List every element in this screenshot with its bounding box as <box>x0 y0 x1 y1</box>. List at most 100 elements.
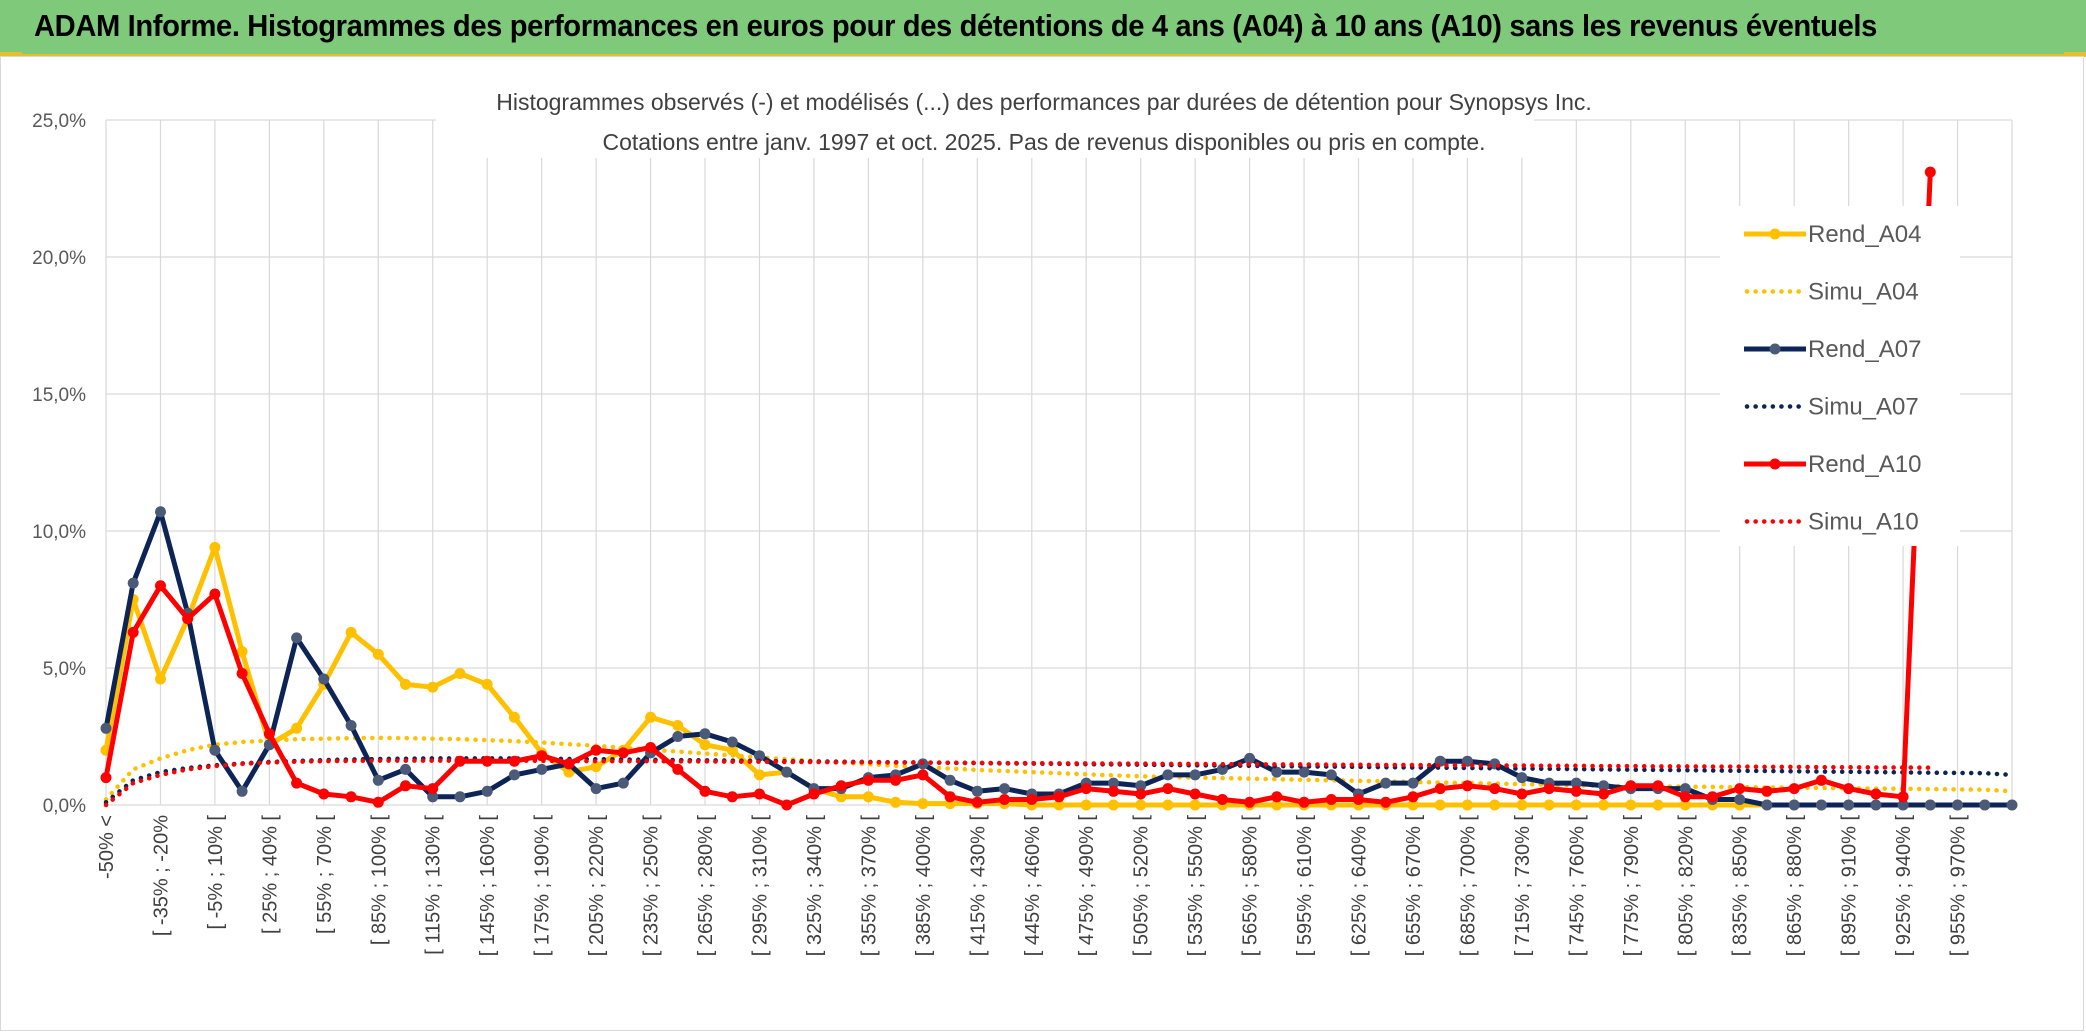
point-Rend_A04 <box>862 791 874 803</box>
point-Rend_A07 <box>2006 799 2018 811</box>
x-tick-label: [ 115% ; 130% [ <box>423 815 445 955</box>
point-Rend_A10 <box>1652 780 1664 792</box>
point-Rend_A04 <box>236 646 248 658</box>
point-Rend_A10 <box>182 613 194 625</box>
point-Rend_A07 <box>1298 766 1310 778</box>
x-tick-label: [ 655% ; 670% [ <box>1403 815 1425 957</box>
point-Rend_A10 <box>263 728 275 740</box>
point-Rend_A10 <box>726 791 738 803</box>
point-Rend_A10 <box>1271 791 1283 803</box>
point-Rend_A07 <box>1216 763 1228 775</box>
x-tick-label: [ 385% ; 400% [ <box>913 815 935 957</box>
point-Rend_A07 <box>1843 799 1855 811</box>
x-tick-label: [ 685% ; 700% [ <box>1457 815 1479 957</box>
legend-item-Simu_A04: Simu_A04 <box>1744 279 1919 306</box>
point-Rend_A07 <box>508 769 520 781</box>
point-Rend_A10 <box>590 744 602 756</box>
point-Rend_A04 <box>890 796 902 808</box>
point-Rend_A10 <box>1407 791 1419 803</box>
point-Rend_A07 <box>1598 780 1610 792</box>
point-Rend_A10 <box>1815 774 1827 786</box>
point-Rend_A10 <box>1870 788 1882 800</box>
x-tick-label: [ 835% ; 850% [ <box>1730 815 1752 957</box>
legend-label: Simu_A07 <box>1808 394 1919 421</box>
point-Rend_A07 <box>318 673 330 685</box>
x-tick-label: [ -35% ; -20% <box>150 815 172 936</box>
point-Rend_A07 <box>726 736 738 748</box>
point-Rend_A10 <box>1461 780 1473 792</box>
point-Rend_A10 <box>536 750 548 762</box>
point-Rend_A10 <box>1135 788 1147 800</box>
point-Rend_A07 <box>672 731 684 742</box>
y-axis-ticks: 0,0% 5,0% 10,0% 15,0% 20,0% 25,0% <box>32 111 86 817</box>
x-tick-label: [ 955% ; 970% [ <box>1948 815 1970 957</box>
point-Rend_A10 <box>999 794 1010 805</box>
report-title: ADAM Informe. Histogrammes des performan… <box>34 8 1877 43</box>
x-tick-label: [ 505% ; 520% [ <box>1131 815 1153 957</box>
point-Rend_A10 <box>291 777 303 789</box>
point-Rend_A04 <box>1489 799 1501 811</box>
point-Rend_A04 <box>481 678 493 690</box>
point-Rend_A10 <box>1679 791 1691 803</box>
series-Simu_A10 <box>103 758 1933 808</box>
point-Rend_A04 <box>1570 799 1582 811</box>
point-Rend_A10 <box>645 742 657 753</box>
point-Rend_A07 <box>100 722 112 734</box>
legend-label: Rend_A04 <box>1808 221 1921 248</box>
point-Rend_A07 <box>590 783 602 795</box>
point-Rend_A04 <box>699 739 711 751</box>
point-Rend_A10 <box>209 588 221 600</box>
point-Rend_A07 <box>617 777 629 789</box>
legend-item-Simu_A10: Simu_A10 <box>1744 509 1919 536</box>
point-Rend_A07 <box>944 774 956 786</box>
point-Rend_A07 <box>1897 799 1909 811</box>
point-Rend_A10 <box>127 626 139 638</box>
x-tick-label: [ 145% ; 160% [ <box>477 815 499 957</box>
point-Rend_A07 <box>1380 777 1392 789</box>
point-Rend_A04 <box>1543 799 1555 811</box>
x-tick-label: [ 865% ; 880% [ <box>1784 815 1806 957</box>
x-tick-label: [ 475% ; 490% [ <box>1076 815 1098 957</box>
x-tick-label: [ 205% ; 220% [ <box>586 815 608 957</box>
point-Rend_A07 <box>999 783 1010 795</box>
point-Rend_A10 <box>1843 783 1855 795</box>
point-Rend_A04 <box>372 648 384 660</box>
point-Rend_A10 <box>1897 791 1909 803</box>
legend-item-Rend_A07: Rend_A07 <box>1744 336 1921 363</box>
point-Rend_A07 <box>1979 799 1991 811</box>
point-Rend_A10 <box>1353 794 1364 805</box>
point-Rend_A10 <box>781 799 793 811</box>
y-tick-label: 0,0% <box>43 796 86 817</box>
point-Rend_A10 <box>155 580 166 592</box>
point-Rend_A07 <box>1761 799 1773 811</box>
point-Rend_A10 <box>699 785 711 797</box>
x-tick-label: [ 625% ; 640% [ <box>1349 815 1371 957</box>
point-Rend_A10 <box>1625 780 1637 792</box>
line-Rend_A04 <box>103 544 2012 808</box>
point-Rend_A07 <box>155 506 166 518</box>
point-Rend_A10 <box>100 772 112 784</box>
point-Rend_A07 <box>1924 799 1936 811</box>
x-tick-label: [ 565% ; 580% [ <box>1240 815 1262 957</box>
line-Rend_A07 <box>103 509 2012 808</box>
point-Rend_A07 <box>536 763 548 775</box>
x-tick-label: [ 415% ; 430% [ <box>967 815 989 957</box>
point-Rend_A07 <box>1788 799 1800 811</box>
point-Rend_A10 <box>890 774 902 786</box>
x-tick-label: [ 295% ; 310% [ <box>749 815 771 957</box>
point-Rend_A04 <box>1271 799 1283 811</box>
point-Rend_A04 <box>209 541 221 553</box>
legend-item-Simu_A07: Simu_A07 <box>1744 394 1919 421</box>
point-Rend_A10 <box>971 796 983 808</box>
point-Rend_A10 <box>944 791 956 803</box>
x-tick-label: [ 235% ; 250% [ <box>641 815 663 957</box>
point-Rend_A10 <box>1080 783 1092 795</box>
point-Rend_A07 <box>1870 799 1882 811</box>
point-Rend_A10 <box>1924 166 1936 178</box>
point-Rend_A04 <box>345 626 357 638</box>
x-tick-label: [ 325% ; 340% [ <box>804 815 826 957</box>
point-Rend_A10 <box>1516 788 1528 800</box>
point-Rend_A04 <box>917 798 929 810</box>
point-Rend_A10 <box>236 668 248 679</box>
point-Rend_A10 <box>1543 783 1555 795</box>
